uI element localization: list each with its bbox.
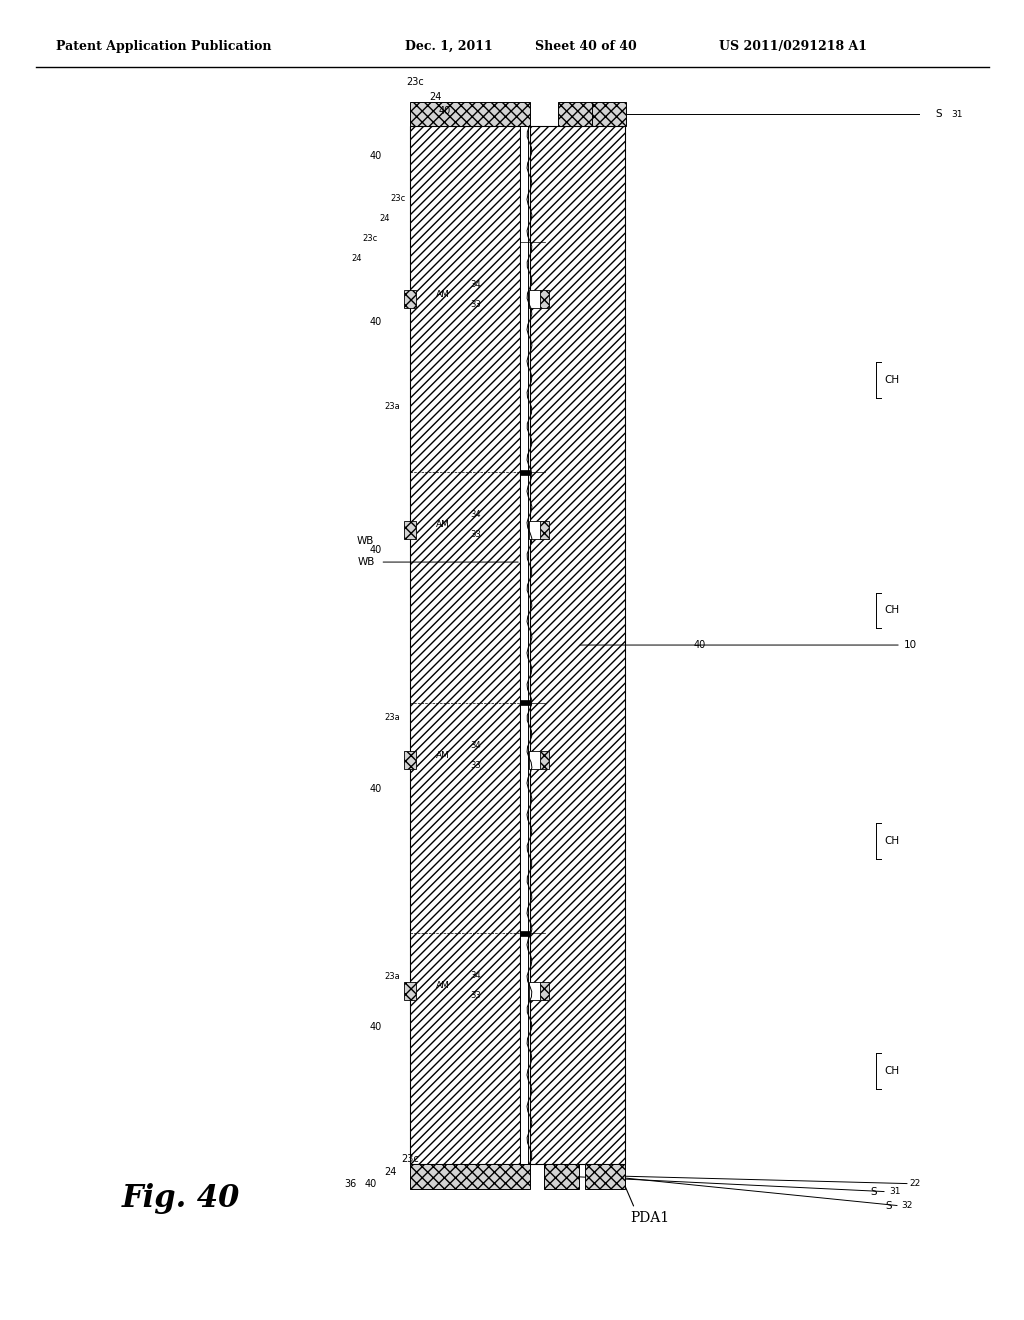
Text: CH: CH [884,1067,899,1076]
Text: CH: CH [884,375,899,385]
Text: 23a: 23a [384,973,400,982]
Bar [411,127,520,1164]
Text: 23a: 23a [384,713,400,722]
Text: 34: 34 [471,280,481,289]
Text: 40: 40 [370,150,382,161]
Text: 33: 33 [471,991,481,1001]
Text: AM: AM [436,981,451,990]
Text: 23c: 23c [401,1154,419,1164]
Text: 34: 34 [471,741,481,750]
Text: 23c: 23c [407,77,424,87]
Text: 40: 40 [370,317,382,327]
Text: 34: 34 [471,511,481,519]
Text: 32: 32 [901,1201,912,1210]
Bar [411,1164,530,1188]
Text: S: S [886,1200,892,1210]
Bar [404,290,417,309]
Text: Fig. 40: Fig. 40 [122,1183,240,1214]
Text: 24: 24 [351,253,361,263]
Bar [540,290,550,309]
Bar [540,982,550,999]
Bar [529,751,541,770]
Text: AM: AM [436,751,451,760]
Bar [520,470,530,475]
Text: AM: AM [436,520,451,529]
Bar [529,521,541,539]
Text: 40: 40 [370,545,382,556]
Bar [529,290,541,309]
Text: 24: 24 [429,91,441,102]
Bar [585,1164,625,1188]
Text: 23c: 23c [391,194,406,203]
Text: 40: 40 [370,784,382,793]
Text: 33: 33 [471,531,481,540]
Text: WB: WB [358,557,376,568]
Bar [544,1164,579,1188]
Text: S: S [870,1187,877,1196]
Text: 31: 31 [951,110,963,119]
Text: 33: 33 [471,760,481,770]
Text: Dec. 1, 2011: Dec. 1, 2011 [406,40,493,53]
Text: 33: 33 [471,300,481,309]
Text: 36: 36 [344,1179,356,1188]
Text: 23c: 23c [362,234,378,243]
Text: Sheet 40 of 40: Sheet 40 of 40 [535,40,637,53]
Bar [520,931,530,936]
Bar [411,102,530,127]
Text: 34: 34 [471,972,481,981]
Bar [530,127,625,1164]
Text: 23a: 23a [384,403,400,411]
Text: PDA1: PDA1 [630,1212,670,1225]
Text: 24: 24 [379,214,389,223]
Bar [404,521,417,539]
Bar [540,751,550,770]
Bar [520,700,530,705]
Text: 10: 10 [904,640,918,649]
Bar [540,521,550,539]
Text: 31: 31 [889,1187,900,1196]
Bar [529,982,541,999]
Bar [592,102,627,127]
Text: 40: 40 [370,1022,382,1032]
Text: CH: CH [884,836,899,846]
Text: 40: 40 [693,640,706,649]
Text: 24: 24 [384,1167,396,1176]
Text: US 2011/0291218 A1: US 2011/0291218 A1 [720,40,867,53]
Bar [520,127,528,1164]
Text: WB: WB [356,536,374,546]
Bar [558,102,598,127]
Text: AM: AM [436,290,451,298]
Text: 40: 40 [439,107,452,116]
Text: Patent Application Publication: Patent Application Publication [56,40,271,53]
Text: CH: CH [884,606,899,615]
Bar [404,751,417,770]
Bar [404,982,417,999]
Text: S: S [936,110,942,120]
Text: 22: 22 [909,1179,921,1188]
Text: 40: 40 [365,1179,377,1188]
